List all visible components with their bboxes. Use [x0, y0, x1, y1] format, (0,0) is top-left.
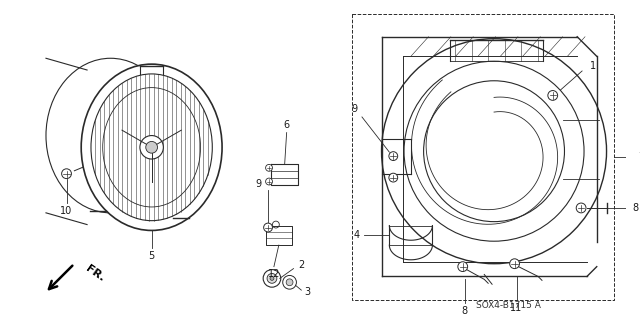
Circle shape — [389, 152, 397, 160]
Text: 11: 11 — [511, 303, 523, 313]
Text: 6: 6 — [284, 120, 290, 130]
Text: 10: 10 — [60, 206, 73, 216]
Text: 2: 2 — [298, 260, 305, 270]
Ellipse shape — [81, 64, 222, 230]
Circle shape — [86, 160, 94, 168]
Text: 4: 4 — [354, 230, 360, 240]
Circle shape — [140, 136, 163, 159]
Circle shape — [576, 203, 586, 213]
Circle shape — [267, 273, 277, 283]
Text: 5: 5 — [148, 251, 155, 261]
Text: 8: 8 — [461, 306, 468, 316]
Text: 9: 9 — [255, 180, 261, 189]
Circle shape — [548, 91, 557, 100]
Ellipse shape — [424, 81, 564, 222]
Circle shape — [264, 223, 273, 232]
Text: SOX4-B1715 A: SOX4-B1715 A — [476, 301, 541, 310]
Text: 3: 3 — [304, 287, 310, 297]
Text: 7: 7 — [638, 152, 640, 162]
Circle shape — [273, 221, 279, 228]
Circle shape — [266, 164, 273, 171]
Text: 12: 12 — [268, 270, 280, 279]
Circle shape — [146, 141, 157, 153]
Ellipse shape — [46, 58, 175, 213]
Circle shape — [283, 275, 296, 289]
Text: 9: 9 — [351, 104, 357, 114]
Circle shape — [286, 279, 293, 286]
Circle shape — [61, 169, 72, 179]
Ellipse shape — [404, 61, 584, 241]
Text: 1: 1 — [590, 61, 596, 71]
Text: 8: 8 — [632, 203, 638, 213]
Circle shape — [263, 270, 281, 287]
Circle shape — [389, 173, 397, 182]
Circle shape — [458, 262, 468, 271]
Text: FR.: FR. — [84, 263, 107, 284]
Circle shape — [266, 178, 273, 185]
Circle shape — [509, 259, 520, 269]
Circle shape — [270, 277, 274, 280]
